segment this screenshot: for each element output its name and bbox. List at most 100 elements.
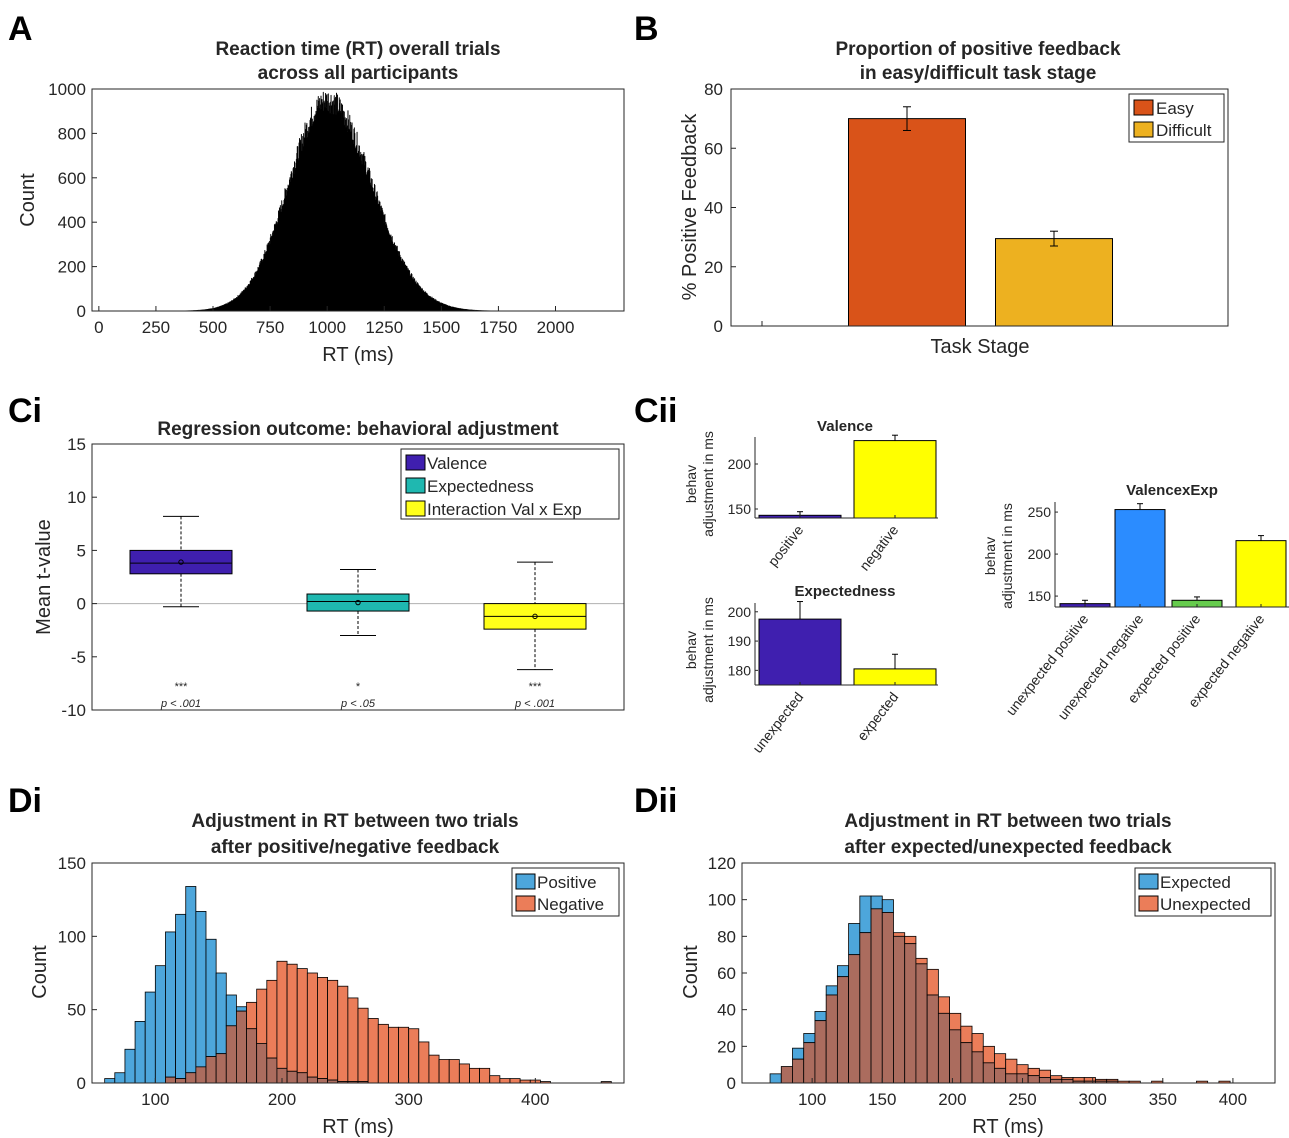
chart-ci-box: [129, 549, 233, 575]
chart-dii-xlabel: RT (ms): [972, 1116, 1043, 1138]
panel-label-cii: Cii: [634, 392, 677, 430]
chart-dii-ytick-label: 100: [708, 891, 736, 910]
chart-b-legend: Easy Difficult: [1128, 93, 1225, 143]
chart-di-bin: [327, 979, 339, 1081]
chart-dii-ylabel: Count: [680, 945, 702, 999]
chart-ci-legend-valence: Valence: [427, 454, 487, 473]
chart-dii-ytick-label: 60: [717, 964, 736, 983]
chart-cii-valencexexp-bar: [1114, 509, 1166, 608]
chart-di-bin: [296, 968, 308, 1074]
chart-di-bin-overlap: [246, 1028, 258, 1084]
chart-b-title-line2: in easy/difficult task stage: [860, 63, 1097, 84]
chart-b-ytick-label: 20: [704, 258, 723, 277]
chart-cii-valencexexp-title: ValencexExp: [1126, 482, 1218, 499]
chart-ci-pvalue: p < .001: [514, 698, 555, 710]
chart-di-bin-overlap: [215, 1053, 227, 1084]
chart-b-legend-swatch-easy: [1133, 99, 1154, 116]
chart-dii-legend-expected: Expected: [1160, 873, 1231, 892]
chart-dii-legend-unexpected: Unexpected: [1160, 895, 1251, 914]
chart-di-bin: [215, 972, 227, 1055]
chart-di-bin: [306, 972, 318, 1078]
chart-di-legend: Positive Negative: [511, 867, 620, 917]
chart-a-xtick-label: 500: [199, 318, 227, 337]
chart-dii-bin-overlap: [848, 954, 861, 1084]
chart-ci-marks: *** p < .001 * p < .05 *** p < .001: [92, 515, 624, 710]
chart-dii-ytick-label: 40: [717, 1001, 736, 1020]
chart-cii-expectedness-ytick-label: 200: [728, 604, 752, 620]
chart-dii-bin: [994, 1053, 1007, 1069]
chart-dii-bin-overlap: [971, 1051, 984, 1084]
chart-dii-bin-overlap: [1061, 1078, 1074, 1084]
chart-di-bin: [357, 1007, 369, 1082]
chart-dii-bin: [848, 923, 861, 956]
chart-dii-bin-overlap: [1027, 1075, 1040, 1084]
chart-di-ytick-label: 100: [58, 927, 86, 946]
chart-di-bin: [235, 1006, 247, 1012]
panel-label-di: Di: [8, 782, 42, 820]
chart-a-xtick-label: 250: [142, 318, 170, 337]
chart-di-xtick-label: 400: [521, 1090, 549, 1109]
chart-cii-valencexexp-marks: [1059, 503, 1287, 608]
chart-di-bin: [469, 1067, 481, 1084]
chart-cii-valence-title: Valence: [817, 418, 873, 435]
chart-dii-bin: [926, 968, 939, 996]
chart-a-ylabel: Count: [17, 173, 39, 227]
chart-dii-xtick-label: 400: [1219, 1090, 1247, 1109]
chart-di-bin: [418, 1041, 430, 1084]
chart-ci-stars: ***: [529, 681, 543, 693]
chart-cii-expectedness-ytick-label: 190: [728, 633, 752, 649]
chart-di-bin: [509, 1078, 521, 1084]
chart-dii-bin: [949, 1012, 962, 1031]
chart-dii-bin: [769, 1073, 782, 1084]
chart-di-legend-positive: Positive: [537, 873, 597, 892]
chart-cii-expectedness-ylabel-line1: behav: [683, 631, 699, 669]
chart-ci-legend-swatch-expectedness: [405, 477, 426, 494]
chart-cii-expectedness-ylabel-line2: adjustment in ms: [700, 597, 716, 703]
chart-cii-expectedness-bar: [758, 618, 842, 686]
chart-cii-valence-ylabel-line2: adjustment in ms: [700, 431, 716, 537]
chart-a-ytick-label: 1000: [48, 80, 86, 99]
chart-di-ytick-label: 0: [77, 1074, 86, 1093]
chart-di-bin: [114, 1072, 126, 1084]
chart-cii-valencexexp-bar: [1235, 540, 1287, 608]
chart-dii-bin-overlap: [780, 1066, 793, 1084]
chart-ci-box: [306, 593, 410, 612]
chart-di-legend-swatch-positive: [515, 873, 536, 890]
chart-dii-bin: [1027, 1067, 1040, 1077]
chart-di-bin: [458, 1063, 470, 1084]
chart-di-bin-overlap: [225, 1025, 237, 1084]
chart-dii-bin-overlap: [915, 963, 928, 1084]
chart-di-bin: [205, 938, 217, 1057]
chart-a-ytick-label: 600: [58, 169, 86, 188]
chart-b-ytick-label: 0: [714, 317, 723, 336]
chart-di: Adjustment in RT between two trials afte…: [29, 811, 625, 1138]
chart-cii-valencexexp-ytick-label: 150: [1028, 588, 1052, 604]
chart-a-title-line1: Reaction time (RT) overall trials: [215, 39, 500, 60]
chart-ci-legend-interaction: Interaction Val x Exp: [427, 500, 582, 519]
chart-dii-bin-overlap: [937, 1012, 950, 1084]
chart-dii-bin-overlap: [982, 1062, 995, 1084]
chart-dii-bin: [814, 1011, 827, 1022]
chart-ci-mean: [178, 559, 184, 565]
chart-di-bin: [134, 1021, 146, 1084]
chart-di-bin: [428, 1054, 440, 1084]
chart-dii-xtick-label: 300: [1078, 1090, 1106, 1109]
chart-ci-legend: Valence Expectedness Interaction Val x E…: [400, 448, 620, 520]
chart-di-legend-negative: Negative: [537, 895, 604, 914]
chart-ci-ylabel: Mean t-value: [33, 519, 55, 635]
chart-di-bin-overlap: [175, 1078, 187, 1084]
chart-ci-ticks: -10 -5 0 5 10 15: [61, 435, 97, 720]
chart-a-xtick-label: 1000: [308, 318, 346, 337]
chart-dii-ytick-label: 80: [717, 927, 736, 946]
chart-cii-valencexexp-ytick-label: 250: [1028, 504, 1052, 520]
chart-di-bin: [144, 991, 156, 1084]
chart-di-legend-swatch-negative: [515, 895, 536, 912]
chart-dii-bin: [825, 985, 838, 996]
chart-di-xtick-label: 100: [141, 1090, 169, 1109]
chart-cii-valencexexp-ylabel-line1: behav: [982, 537, 998, 575]
chart-ci: Regression outcome: behavioral adjustmen…: [33, 419, 625, 720]
chart-dii-bin: [893, 932, 906, 937]
chart-di-bin: [185, 886, 197, 1074]
chart-di-bin: [489, 1075, 501, 1084]
chart-cii-valence-xtick-label: positive: [765, 522, 807, 569]
